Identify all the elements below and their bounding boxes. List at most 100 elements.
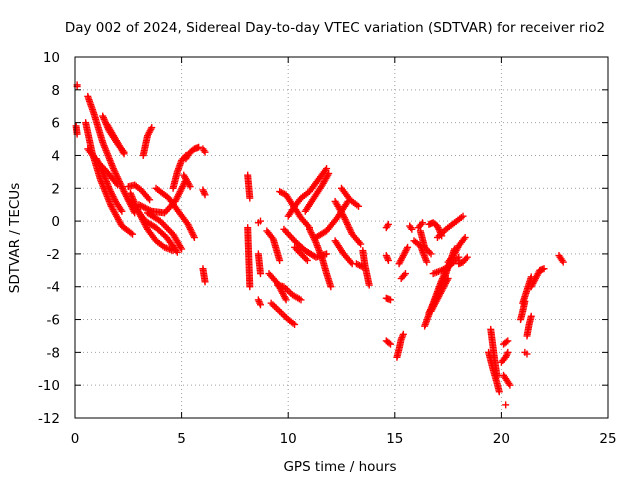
data-point (495, 388, 503, 396)
data-point (163, 224, 171, 232)
y-tick-label: -6 (47, 313, 60, 329)
data-point (404, 243, 412, 251)
data-point (269, 301, 277, 309)
data-point (190, 234, 198, 241)
data-point (256, 301, 264, 309)
data-point (195, 143, 203, 151)
data-point (297, 296, 305, 304)
x-tick-label: 5 (177, 431, 186, 447)
y-tick-label: -12 (38, 411, 60, 427)
data-point (384, 256, 392, 264)
data-point (120, 150, 128, 158)
x-tick-label: 20 (493, 431, 510, 447)
data-point (383, 222, 391, 230)
y-tick-label: 4 (51, 148, 60, 164)
data-point (201, 191, 209, 199)
data-point (127, 229, 135, 237)
data-point (279, 311, 287, 319)
data-point (398, 334, 406, 342)
data-point (274, 306, 282, 314)
x-tick-label: 15 (386, 431, 403, 447)
data-point (540, 265, 548, 273)
data-point (325, 170, 333, 178)
plot-frame (74, 56, 609, 419)
x-tick-label: 0 (71, 431, 80, 447)
y-tick-label: 6 (51, 116, 60, 132)
chart-title: Day 002 of 2024, Sidereal Day-to-day VTE… (65, 20, 605, 36)
data-point (323, 250, 331, 258)
data-point (256, 217, 264, 225)
axis-ticks: 0 5 10 15 20 25 -12 -10 -8 -6 -4 -2 0 2 4 6 8 10 (38, 50, 617, 447)
data-point (256, 299, 264, 307)
data-point (407, 224, 415, 232)
data-point (559, 258, 567, 266)
data-point (419, 219, 427, 227)
x-tick-label: 25 (599, 431, 616, 447)
data-point (461, 234, 469, 241)
data-point (164, 225, 172, 233)
y-tick-label: 8 (51, 83, 60, 99)
data-point (282, 296, 290, 304)
data-points (72, 81, 567, 409)
data-point (502, 338, 510, 346)
data-point (201, 278, 209, 286)
data-point (283, 286, 291, 294)
data-point (323, 165, 331, 173)
data-point (276, 307, 284, 315)
data-point (455, 253, 463, 261)
data-point (408, 225, 416, 233)
y-tick-label: -2 (47, 247, 60, 263)
data-point (384, 255, 392, 263)
grid (75, 57, 608, 418)
data-point (385, 339, 393, 347)
data-point (146, 196, 154, 204)
data-point (246, 283, 254, 291)
data-point (355, 202, 363, 210)
data-point (399, 330, 407, 338)
data-point (114, 181, 122, 189)
data-point (166, 227, 174, 235)
data-point (129, 230, 137, 238)
y-tick-label: 10 (43, 50, 60, 66)
data-point (502, 401, 510, 409)
y-axis-label: SDTVAR / TECUs (7, 183, 23, 293)
data-point (272, 304, 280, 312)
data-point (387, 340, 395, 348)
data-point (267, 299, 275, 307)
data-point (327, 283, 335, 291)
data-point (459, 212, 467, 220)
data-point (246, 194, 254, 202)
x-tick-label: 10 (280, 431, 297, 447)
y-tick-label: -8 (47, 345, 60, 361)
data-point (423, 258, 431, 266)
data-point (256, 270, 264, 278)
y-tick-label: -10 (38, 378, 60, 394)
data-point (357, 240, 365, 248)
data-point (285, 288, 293, 296)
data-point (387, 296, 395, 304)
y-tick-label: 2 (51, 181, 60, 197)
data-point (302, 255, 310, 263)
data-point (425, 248, 433, 256)
data-point (424, 247, 432, 255)
data-point (279, 189, 287, 197)
data-point (289, 319, 297, 327)
data-point (118, 207, 126, 215)
data-point (384, 220, 392, 228)
data-point (277, 309, 285, 317)
data-point (303, 256, 311, 264)
data-point (200, 147, 208, 155)
x-axis-label: GPS time / hours (283, 459, 396, 475)
data-point (173, 248, 181, 256)
data-point (444, 275, 452, 283)
data-point (523, 350, 531, 358)
data-point (161, 222, 169, 230)
data-point (159, 220, 167, 228)
data-point (148, 124, 156, 132)
y-tick-label: 0 (51, 214, 60, 230)
y-tick-label: -4 (47, 280, 60, 296)
data-point (200, 188, 208, 196)
data-point (504, 348, 512, 356)
data-point (365, 281, 373, 289)
